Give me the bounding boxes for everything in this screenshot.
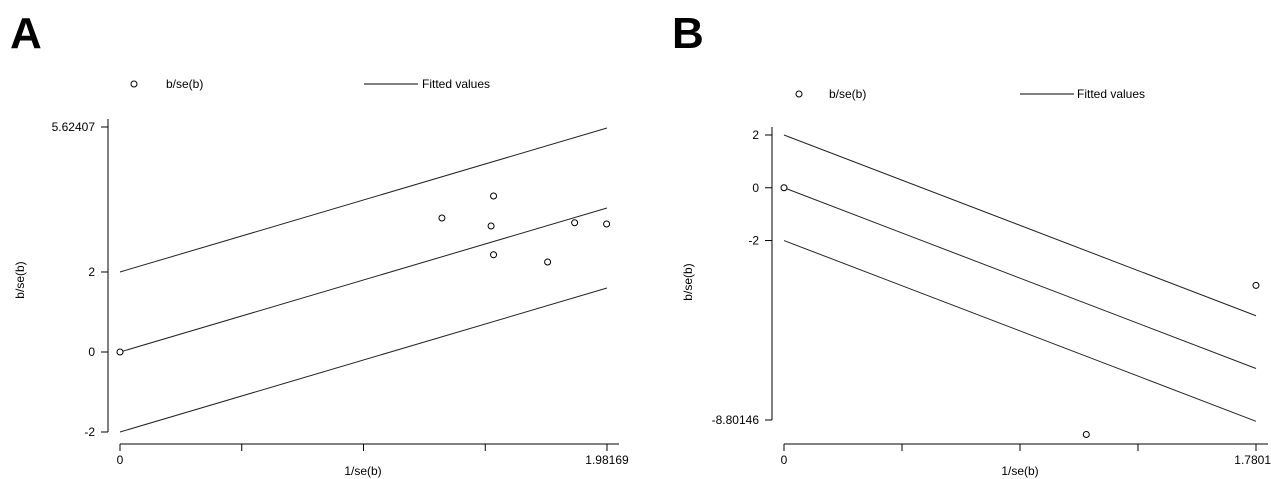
- chart-a-data-point: [490, 192, 498, 200]
- chart-a-data-point: [487, 222, 495, 230]
- chart-a-legend-label: b/se(b): [166, 77, 203, 91]
- chart-a-x-axis-label: 1/se(b): [344, 464, 381, 478]
- panel-label-a: A: [10, 9, 42, 58]
- chart-a-y-tick-label: -2: [84, 425, 95, 439]
- chart-a-fitted-line: [119, 127, 608, 273]
- chart-a-data-point: [544, 258, 552, 266]
- chart-a-x-tick-label: 1.98169: [585, 453, 629, 467]
- panel-label-b: B: [672, 9, 704, 58]
- chart-a-data-point: [571, 219, 579, 227]
- chart-a-y-axis-label: b/se(b): [13, 261, 27, 298]
- chart-a-data-point: [603, 220, 611, 228]
- chart-a-legend-marker-circle: [130, 80, 138, 88]
- chart-a-legend-label: Fitted values: [422, 77, 490, 91]
- chart-a-fitted-line: [119, 287, 608, 433]
- chart-a-data-point: [116, 348, 124, 356]
- chart-a-y-tick-label: 5.62407: [52, 120, 96, 134]
- chart-a-data-point: [438, 214, 446, 222]
- chart-a-y-tick-label: 2: [88, 265, 95, 279]
- chart-a-x-tick-label: 0: [117, 453, 124, 467]
- chart-a-data-point: [490, 251, 498, 259]
- chart-a-fitted-line: [119, 207, 608, 353]
- chart-a-y-tick-label: 0: [88, 345, 95, 359]
